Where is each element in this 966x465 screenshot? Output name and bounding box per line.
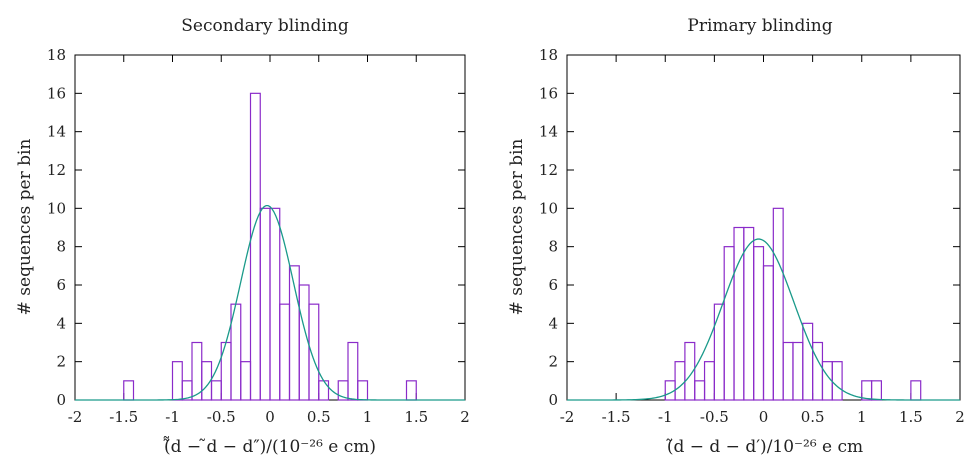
y-tick-labels: 0 2 4 6 8 10 12 14 16 18: [47, 46, 66, 409]
histogram-bar: [772, 207, 784, 401]
y-tick-label: 12: [47, 161, 66, 179]
histogram-bar: [703, 361, 715, 401]
histogram-bar: [762, 265, 774, 401]
histogram-bar: [733, 226, 745, 401]
x-tick-label: 1.5: [404, 408, 428, 426]
y-tick-label: 8: [548, 238, 558, 256]
histogram-bar: [831, 361, 843, 401]
y-tick-label: 2: [548, 353, 558, 371]
y-tick-label: 10: [47, 199, 66, 217]
x-tick-label: -2: [68, 408, 83, 426]
histogram-bar: [782, 341, 794, 401]
y-axis-label: # sequences per bin: [507, 139, 527, 316]
x-tick-label: 0.5: [307, 408, 331, 426]
histogram-bar: [240, 361, 252, 401]
histogram-bar: [259, 207, 271, 401]
y-tick-label: 16: [47, 84, 66, 102]
histogram-bar: [357, 380, 369, 401]
x-tick-label: 2: [955, 408, 965, 426]
histogram-bar: [802, 322, 814, 401]
histogram-bar: [743, 226, 755, 401]
primary-blinding-panel: Primary blinding -2 -1.5 -1 -0.5 0 0.5 1 1.5 2 0…: [507, 16, 965, 457]
histogram-bar: [861, 380, 873, 401]
x-axis-label: (̃d − d − d′)/10⁻²⁶ e cm: [665, 437, 863, 457]
histogram-bar: [249, 92, 261, 401]
x-tick-label: -0.5: [700, 408, 729, 426]
histogram-bar: [723, 246, 735, 401]
x-tick-label: 0.5: [801, 408, 825, 426]
y-tick-label: 2: [56, 353, 66, 371]
chart-title: Primary blinding: [687, 16, 832, 36]
histogram-bar: [269, 207, 281, 401]
histogram-bar: [684, 341, 696, 401]
histogram-bar: [792, 341, 804, 401]
y-tick-label: 10: [539, 199, 558, 217]
histogram-bar: [713, 303, 725, 401]
y-tick-label: 14: [47, 123, 66, 141]
x-tick-label: 1: [363, 408, 373, 426]
y-axis-label: # sequences per bin: [15, 139, 35, 316]
gaussian-fit-curve: [567, 238, 960, 401]
x-tick-label: -2: [560, 408, 575, 426]
histogram-bar: [308, 303, 320, 401]
histogram-bar: [694, 380, 706, 401]
x-tick-label: -0.5: [207, 408, 236, 426]
histogram-bar: [870, 380, 883, 401]
histogram-bar: [405, 380, 417, 401]
x-tick-label: -1: [165, 408, 180, 426]
x-tick-label: -1.5: [602, 408, 631, 426]
y-tick-label: 16: [539, 84, 558, 102]
histogram-bar: [171, 361, 183, 401]
axis-ticks: [566, 54, 961, 401]
histogram-bar: [347, 341, 359, 401]
x-axis-label: (̃̃d − ̃d − d″)/(10⁻²⁶ e cm): [163, 436, 376, 457]
x-tick-label: -1.5: [109, 408, 138, 426]
y-tick-label: 18: [47, 46, 66, 64]
x-tick-label: 0: [759, 408, 769, 426]
histogram-bar: [123, 380, 135, 401]
x-tick-labels: -2 -1.5 -1 -0.5 0 0.5 1 1.5 2: [68, 408, 470, 426]
histogram-bar: [279, 303, 291, 401]
y-tick-label: 4: [548, 314, 558, 332]
x-tick-label: -1: [658, 408, 673, 426]
histogram-bar: [674, 361, 686, 401]
chart-title: Secondary blinding: [181, 16, 349, 36]
histogram-bar: [318, 380, 330, 401]
x-tick-label: 1: [857, 408, 867, 426]
gaussian-fit-curve: [75, 204, 465, 401]
histogram-bars: [664, 207, 922, 401]
y-tick-label: 6: [548, 276, 558, 294]
histogram-bars: [123, 92, 417, 401]
secondary-blinding-panel: Secondary blinding -2 -1.5 -1 -0.5 0 0.5 1 1.5 2…: [15, 16, 470, 457]
y-tick-labels: 0 2 4 6 8 10 12 14 16 18: [539, 46, 558, 409]
histogram-bar: [210, 380, 222, 401]
y-tick-label: 6: [56, 276, 66, 294]
x-tick-label: 2: [460, 408, 470, 426]
x-tick-labels: -2 -1.5 -1 -0.5 0 0.5 1 1.5 2: [560, 408, 965, 426]
y-tick-label: 0: [548, 391, 558, 409]
y-tick-label: 18: [539, 46, 558, 64]
x-tick-label: 1.5: [899, 408, 923, 426]
histogram-bar: [753, 246, 765, 401]
y-tick-label: 0: [56, 391, 66, 409]
histogram-bar: [812, 341, 824, 401]
y-tick-label: 12: [539, 161, 558, 179]
y-tick-label: 4: [56, 314, 66, 332]
y-tick-label: 14: [539, 123, 558, 141]
y-tick-label: 8: [56, 238, 66, 256]
x-tick-label: 0: [265, 408, 275, 426]
histogram-bar: [910, 380, 922, 401]
